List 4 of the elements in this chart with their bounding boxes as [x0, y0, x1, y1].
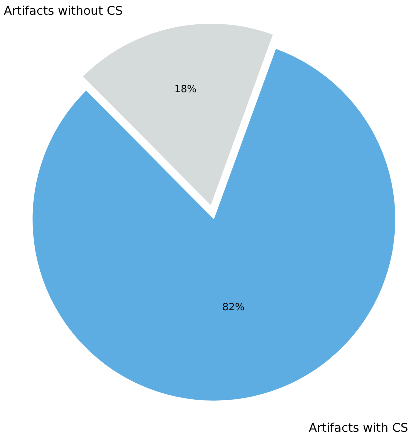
data-label: 18% — [174, 84, 197, 96]
slice-label: Artifacts without CS — [4, 4, 124, 18]
slice-label: Artifacts with CS — [309, 421, 408, 435]
data-label: 82% — [222, 302, 245, 314]
